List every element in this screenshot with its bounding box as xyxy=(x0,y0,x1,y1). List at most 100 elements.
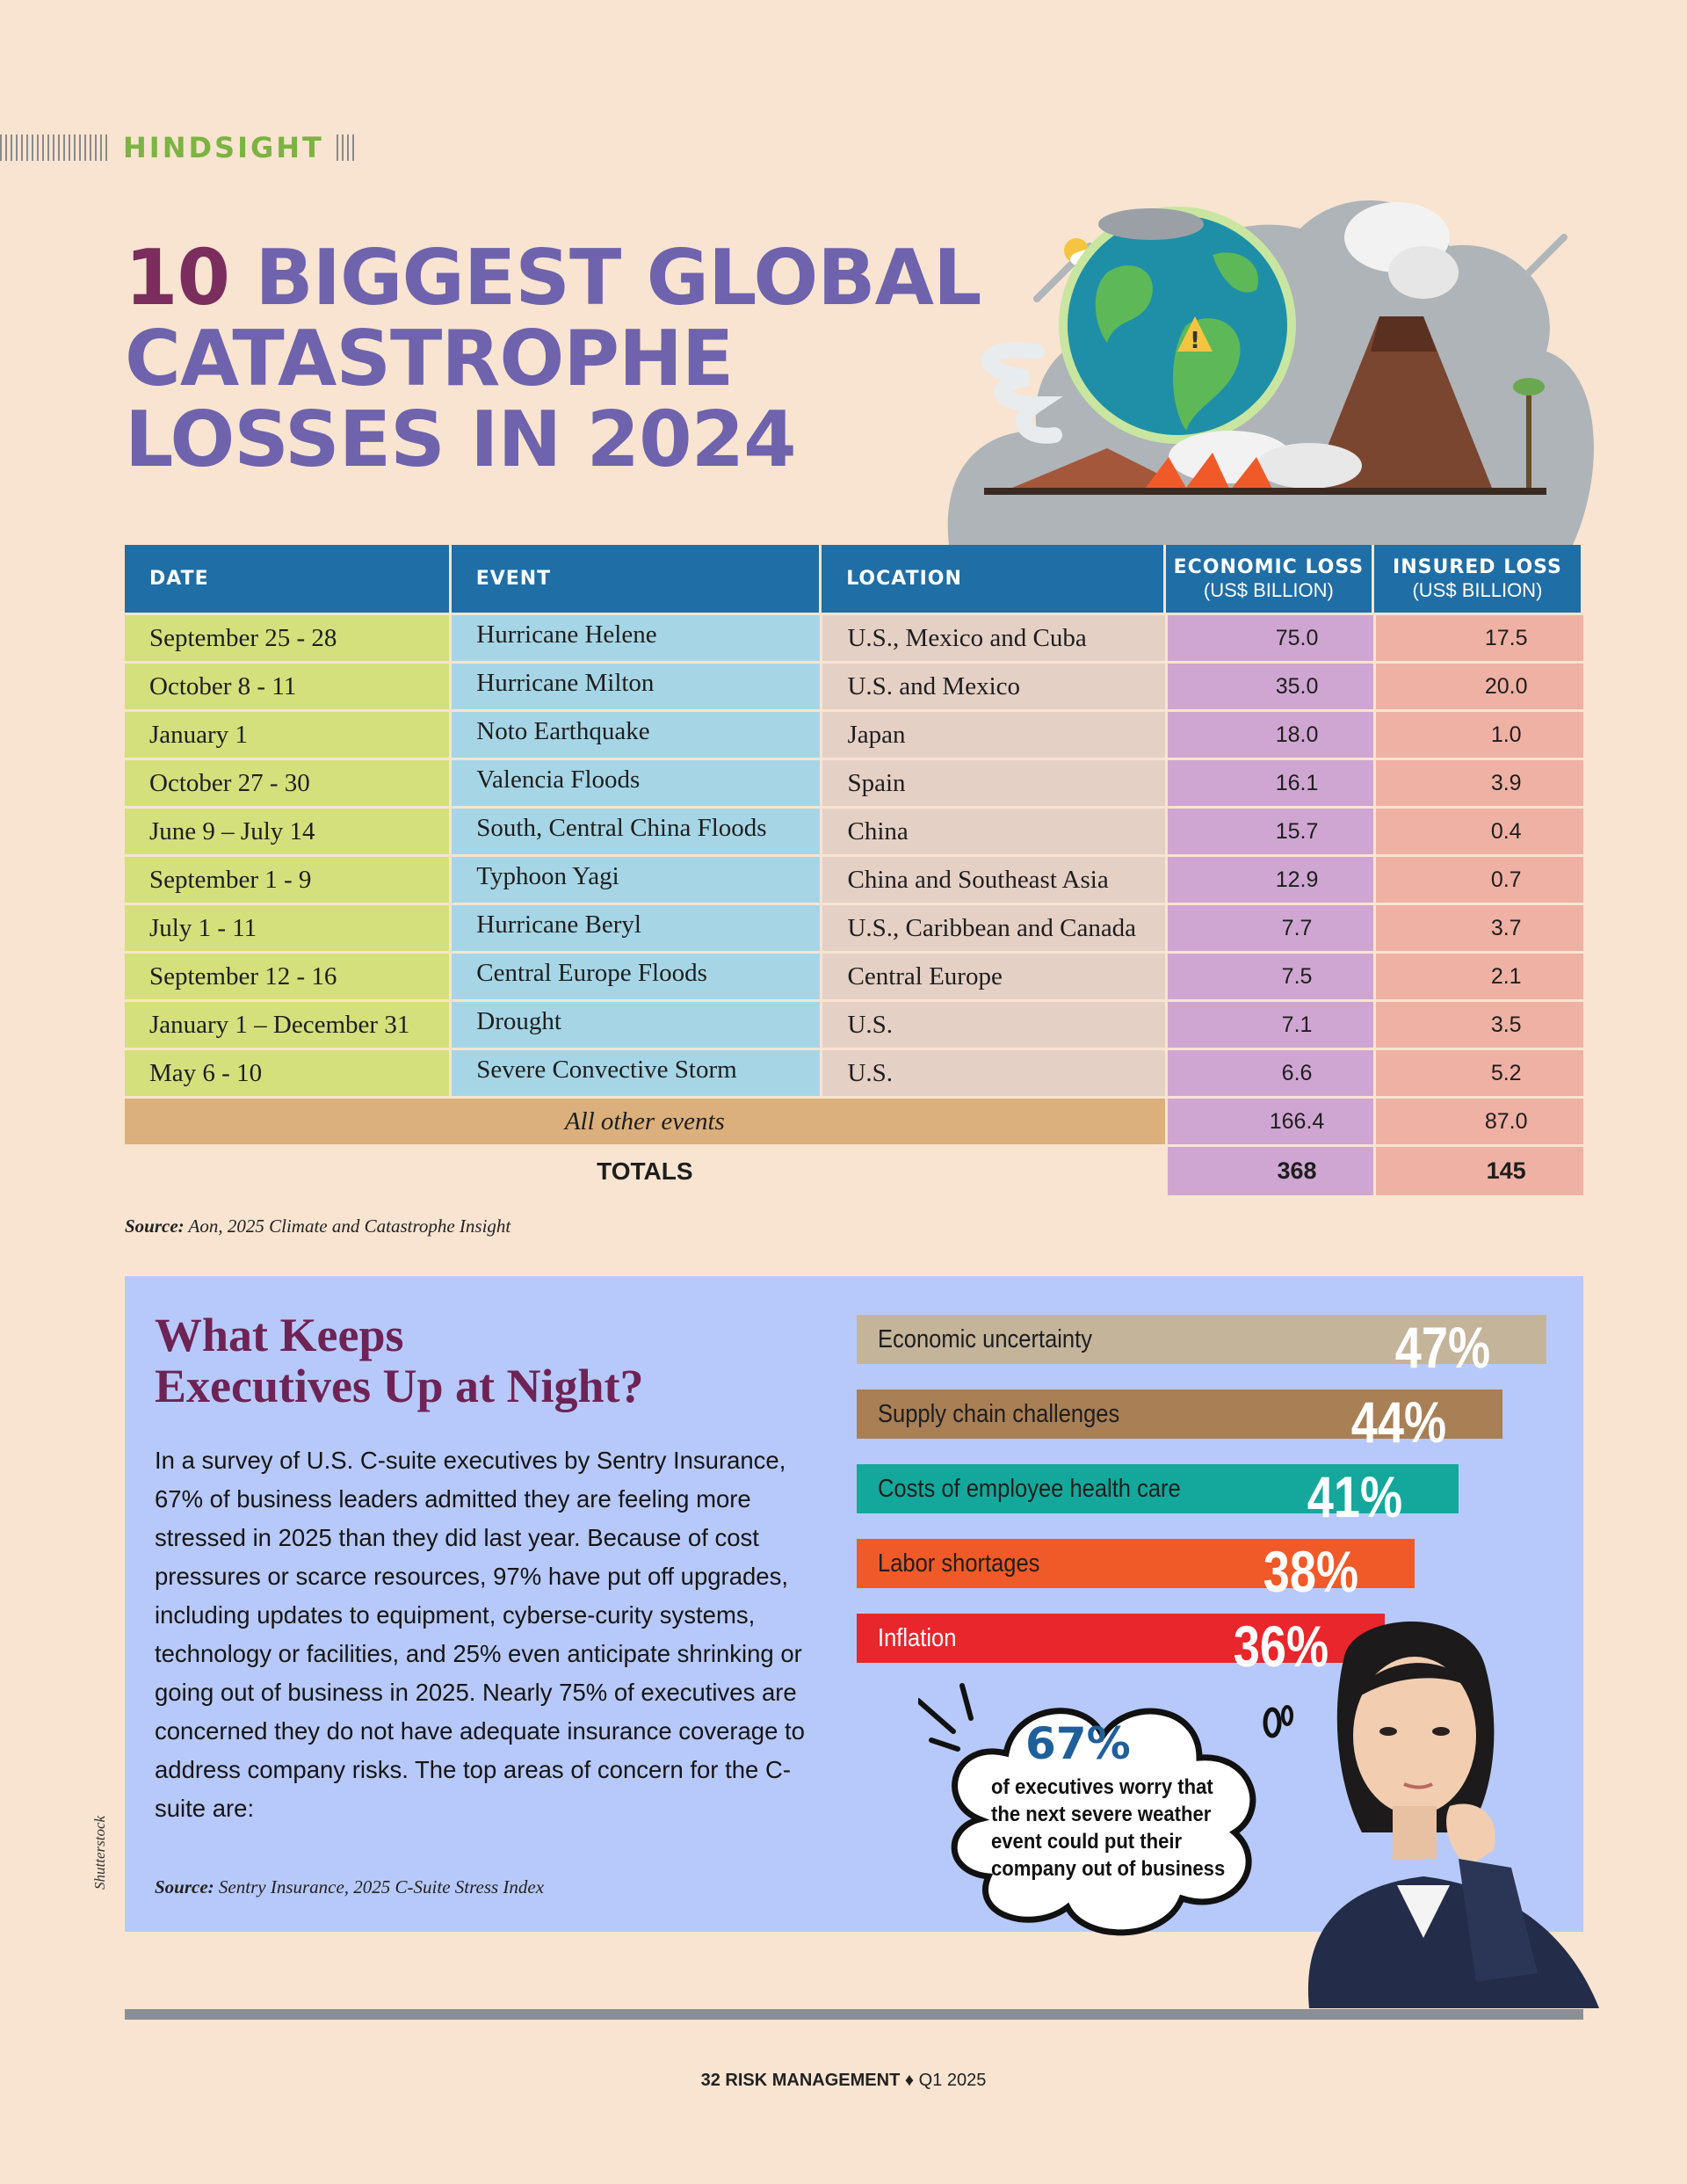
page-title: 10 BIGGEST GLOBAL CATASTROPHE LOSSES IN … xyxy=(125,237,1118,480)
concern-label: Economic uncertainty xyxy=(878,1324,1092,1353)
location-cell: Japan xyxy=(822,712,1165,758)
title-line3: LOSSES IN 2024 xyxy=(125,395,797,484)
insured-loss-cell: 1.0 xyxy=(1376,712,1584,758)
economic-loss-cell: 15.7 xyxy=(1167,809,1374,854)
title-number: 10 xyxy=(125,233,230,323)
concern-bar: Inflation 36% xyxy=(857,1614,1385,1679)
other-events-label: All other events xyxy=(125,1099,1165,1144)
totals-insured: 145 xyxy=(1376,1147,1583,1195)
concern-bar: Costs of employee health care 41% xyxy=(857,1464,1459,1529)
date-cell: October 8 - 11 xyxy=(125,664,450,709)
date-cell: January 1 xyxy=(125,712,450,758)
header-economic-unit: (US$ BILLION) xyxy=(1203,578,1334,601)
economic-loss-cell: 7.7 xyxy=(1167,905,1374,951)
table-row: January 1 – December 31 Drought U.S. 7.1 3.5 xyxy=(125,1002,1584,1050)
event-cell: Severe Convective Storm xyxy=(452,1050,821,1096)
economic-loss-cell: 12.9 xyxy=(1167,857,1374,903)
insured-loss-cell: 20.0 xyxy=(1376,664,1584,709)
economic-loss-cell: 7.1 xyxy=(1167,1002,1374,1048)
location-cell: China and Southeast Asia xyxy=(822,857,1165,903)
insured-loss-cell: 2.1 xyxy=(1376,954,1584,999)
date-cell: January 1 – December 31 xyxy=(125,1002,450,1048)
table-source: Source: Aon, 2025 Climate and Catastroph… xyxy=(125,1215,510,1237)
callout-text: of executives worry that the next severe… xyxy=(991,1775,1226,1881)
page-footer: 32 RISK MANAGEMENT ♦ Q1 2025 xyxy=(0,2071,1687,2091)
economic-loss-cell: 6.6 xyxy=(1167,1050,1374,1096)
issue-label: Q1 2025 xyxy=(918,2071,987,2090)
insured-loss-cell: 0.4 xyxy=(1376,809,1584,854)
table-row: September 12 - 16 Central Europe Floods Ce… xyxy=(125,954,1584,1002)
table-row: September 25 - 28 Hurricane Helene U.S., M… xyxy=(125,615,1584,664)
location-cell: U.S., Caribbean and Canada xyxy=(822,905,1165,951)
other-economic: 166.4 xyxy=(1167,1099,1374,1144)
concern-label: Supply chain challenges xyxy=(878,1399,1120,1428)
header-economic-loss: ECONOMIC LOSS (US$ BILLION) xyxy=(1165,545,1372,613)
location-cell: Spain xyxy=(822,760,1165,806)
header-event: EVENT xyxy=(451,545,820,613)
date-cell: September 25 - 28 xyxy=(125,615,450,661)
insured-loss-cell: 5.2 xyxy=(1376,1050,1584,1096)
insured-loss-cell: 3.9 xyxy=(1376,760,1584,806)
svg-text:!: ! xyxy=(1190,328,1200,354)
concern-bar: Labor shortages 38% xyxy=(857,1539,1415,1604)
thought-cloud xyxy=(918,1683,1293,1936)
concern-label: Inflation xyxy=(878,1623,957,1652)
concern-label: Labor shortages xyxy=(878,1549,1040,1578)
survey-source-label: Source: xyxy=(155,1876,214,1897)
insured-loss-cell: 17.5 xyxy=(1376,615,1584,661)
insured-loss-cell: 3.5 xyxy=(1376,1002,1584,1048)
table-row: July 1 - 11 Hurricane Beryl U.S., Caribbea… xyxy=(125,905,1584,954)
totals-economic: 368 xyxy=(1167,1147,1374,1195)
other-insured: 87.0 xyxy=(1376,1099,1583,1144)
date-cell: September 1 - 9 xyxy=(125,857,450,903)
table-body: September 25 - 28 Hurricane Helene U.S., M… xyxy=(125,615,1584,1099)
economic-loss-cell: 18.0 xyxy=(1167,712,1374,758)
event-cell: Hurricane Helene xyxy=(452,615,821,661)
table-row: September 1 - 9 Typhoon Yagi China and Sou… xyxy=(125,857,1584,905)
callout-stat: 67% xyxy=(1025,1718,1131,1769)
title-line1: BIGGEST GLOBAL xyxy=(255,233,981,323)
concern-percent: 47% xyxy=(1394,1315,1490,1380)
event-cell: Valencia Floods xyxy=(452,760,821,806)
insured-loss-cell: 3.7 xyxy=(1376,905,1584,951)
table-row: June 9 – July 14 South, Central China Flo… xyxy=(125,809,1584,857)
header-economic-label: ECONOMIC LOSS xyxy=(1173,555,1365,578)
location-cell: China xyxy=(822,809,1165,854)
date-cell: May 6 - 10 xyxy=(125,1050,450,1096)
concern-percent: 38% xyxy=(1263,1539,1358,1604)
table-row: October 27 - 30 Valencia Floods Spain 16.1 3… xyxy=(125,760,1584,809)
table-row-other: All other events 166.4 87.0 xyxy=(125,1099,1583,1147)
tag-bars-right xyxy=(336,134,354,161)
location-cell: Central Europe xyxy=(822,954,1165,999)
event-cell: Central Europe Floods xyxy=(452,954,821,999)
table-header-row: DATE EVENT LOCATION ECONOMIC LOSS (US$ B… xyxy=(125,545,1583,615)
economic-loss-cell: 35.0 xyxy=(1167,664,1374,709)
header-insured-unit: (US$ BILLION) xyxy=(1412,578,1543,601)
survey-body: In a survey of U.S. C-suite executives b… xyxy=(155,1447,805,1822)
tag-bars-left xyxy=(0,134,111,161)
header-insured-label: INSURED LOSS xyxy=(1393,555,1562,578)
survey-source: Source: Sentry Insurance, 2025 C-Suite S… xyxy=(155,1876,544,1898)
table-source-label: Source: xyxy=(125,1215,185,1237)
totals-label: TOTALS xyxy=(597,1157,693,1185)
location-cell: U.S. xyxy=(822,1002,1165,1048)
title-line2: CATASTROPHE xyxy=(125,314,734,403)
concern-label: Costs of employee health care xyxy=(878,1474,1181,1503)
date-cell: October 27 - 30 xyxy=(125,760,450,806)
economic-loss-cell: 75.0 xyxy=(1167,615,1374,661)
insured-loss-cell: 0.7 xyxy=(1376,857,1584,903)
header-location: LOCATION xyxy=(822,545,1163,613)
economic-loss-cell: 16.1 xyxy=(1167,760,1374,806)
catastrophe-table: DATE EVENT LOCATION ECONOMIC LOSS (US$ B… xyxy=(125,545,1584,1198)
concern-percent: 36% xyxy=(1233,1614,1329,1679)
date-cell: June 9 – July 14 xyxy=(125,809,450,854)
publication-name: RISK MANAGEMENT xyxy=(725,2071,901,2090)
event-cell: Hurricane Milton xyxy=(452,664,821,709)
date-cell: July 1 - 11 xyxy=(125,905,450,951)
section-tag: HINDSIGHT xyxy=(0,130,354,165)
survey-panel xyxy=(125,1276,1583,1932)
location-cell: U.S. xyxy=(822,1050,1165,1096)
event-cell: Hurricane Beryl xyxy=(452,905,821,951)
concern-percent: 44% xyxy=(1350,1389,1446,1455)
table-row: October 8 - 11 Hurricane Milton U.S. and M… xyxy=(125,664,1584,712)
